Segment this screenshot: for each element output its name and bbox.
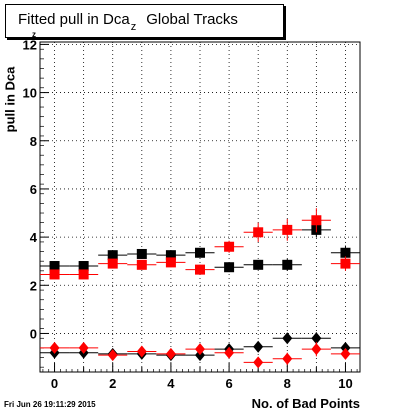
data-point-diamond (282, 332, 293, 345)
y-axis-label: pull in Dca (2, 66, 18, 133)
timestamp: Fri Jun 26 19:11:29 2015 (4, 400, 96, 409)
y-tick-label: 0 (30, 326, 37, 341)
data-point-square (136, 248, 147, 259)
data-point-diamond (49, 341, 60, 354)
data-point-square (282, 259, 293, 270)
data-point-square (165, 257, 176, 268)
grid-lines (40, 42, 360, 372)
x-tick-label: 2 (109, 376, 116, 391)
data-point-diamond (311, 343, 322, 356)
data-point-square (224, 241, 235, 252)
y-tick-label: 8 (30, 134, 37, 149)
data-point-square (195, 247, 205, 258)
x-tick-label: 4 (167, 376, 175, 391)
y-tick-label: 12 (23, 37, 37, 52)
y-tick-label: 6 (30, 182, 37, 197)
x-tick-label: 0 (51, 376, 58, 391)
data-point-square (253, 259, 264, 270)
y-tick-label: 10 (23, 86, 37, 101)
data-point-diamond (107, 349, 118, 362)
data-point-square (78, 269, 89, 280)
data-point-square (49, 261, 60, 272)
chart-title: Fitted pull in Dcaz Global Tracks (18, 11, 238, 33)
y-tick-label: 2 (30, 278, 37, 293)
data-point-diamond (253, 340, 264, 353)
data-point-diamond (340, 341, 351, 354)
data-point-diamond (78, 341, 89, 354)
data-point-square (107, 258, 118, 269)
data-point-square (107, 250, 118, 261)
title-box: Fitted pull in Dcaz Global Tracks (5, 4, 284, 38)
y-tick-label: 4 (30, 230, 38, 245)
y-axis-label-subscript: z (32, 30, 36, 39)
data-point-diamond (224, 346, 235, 359)
x-tick-label: 6 (225, 376, 232, 391)
data-point-square (311, 215, 322, 226)
data-point-square (78, 261, 89, 272)
data-point-square (340, 258, 351, 269)
x-axis-label: No. of Bad Points (251, 396, 360, 411)
data-point-diamond (282, 352, 293, 365)
data-point-square (224, 262, 235, 273)
series-3 (40, 341, 360, 369)
data-point-diamond (165, 347, 176, 360)
data-point-diamond (340, 347, 351, 360)
data-point-square (136, 259, 147, 270)
series-1 (40, 208, 360, 280)
x-tick-label: 8 (284, 376, 291, 391)
data-point-square (165, 250, 176, 261)
data-point-diamond (195, 349, 205, 362)
data-marks (40, 208, 360, 369)
data-point-diamond (136, 345, 147, 358)
data-point-square (49, 269, 60, 280)
data-point-square (282, 224, 293, 235)
data-point-diamond (253, 356, 264, 369)
data-point-square (195, 264, 205, 275)
data-point-square (253, 227, 264, 238)
data-point-diamond (195, 343, 205, 356)
x-tick-label: 10 (338, 376, 352, 391)
data-point-square (340, 247, 351, 258)
data-point-diamond (311, 332, 322, 345)
